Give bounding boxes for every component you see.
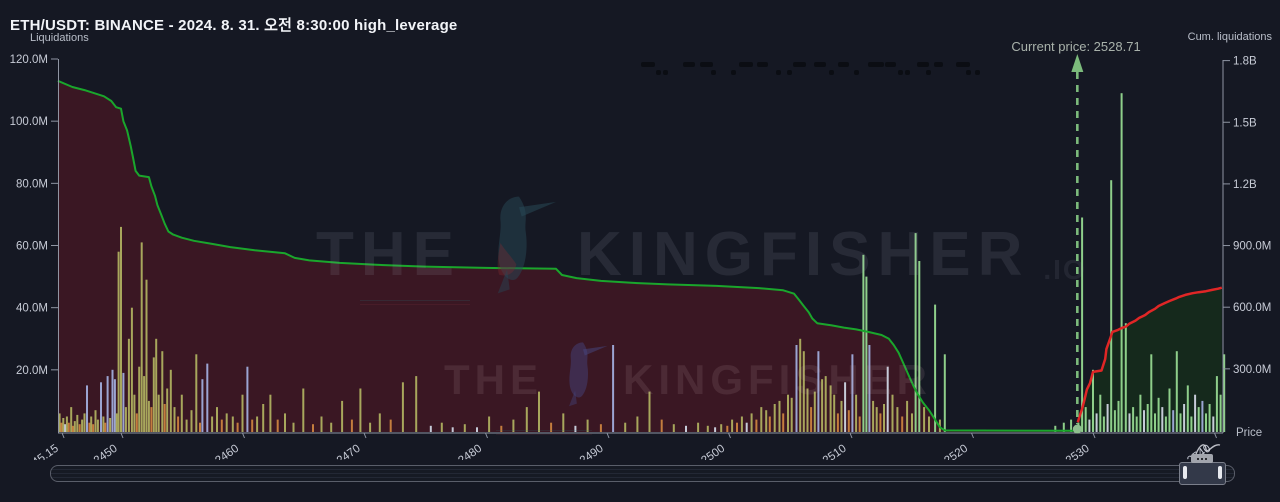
chart-range-scrollbar-track[interactable] xyxy=(50,465,1235,482)
cumulative-short-line xyxy=(1076,286,1223,423)
svg-text:2490: 2490 xyxy=(578,443,606,460)
x-axis-title: Price xyxy=(1236,427,1262,439)
svg-text:2470: 2470 xyxy=(335,443,363,460)
svg-text:2500: 2500 xyxy=(699,443,727,460)
svg-text:2480: 2480 xyxy=(456,443,484,460)
svg-text:40.0M: 40.0M xyxy=(16,303,48,315)
svg-text:1.2B: 1.2B xyxy=(1233,179,1257,191)
chart-range-scrollbar-handle[interactable] xyxy=(1179,462,1226,485)
svg-text:2460: 2460 xyxy=(213,443,241,460)
svg-text:1.8B: 1.8B xyxy=(1233,56,1257,68)
cumulative-long-line xyxy=(57,79,1076,432)
watermark-ripple xyxy=(496,430,592,440)
svg-text:20.0M: 20.0M xyxy=(16,365,48,377)
svg-text:1.5B: 1.5B xyxy=(1233,117,1257,129)
handle-grip-left xyxy=(1183,466,1187,479)
current-price-label: Current price: 2528.71 xyxy=(1011,39,1141,54)
svg-text:2450: 2450 xyxy=(92,443,120,460)
svg-text:900.0M: 900.0M xyxy=(1233,241,1271,253)
svg-text:300.0M: 300.0M xyxy=(1233,364,1271,376)
watermark-ripple xyxy=(360,300,470,310)
svg-text:100.0M: 100.0M xyxy=(10,116,48,128)
liquidation-chart[interactable]: 120.0M 100.0M 80.0M 60.0M 40.0M 20.0M 1.8B 1.5B… xyxy=(0,0,1280,460)
svg-text:2530: 2530 xyxy=(1064,443,1092,460)
liquidation-bars xyxy=(58,93,1226,432)
svg-text:60.0M: 60.0M xyxy=(16,241,48,253)
svg-text:120.0M: 120.0M xyxy=(10,54,48,66)
chart-range-drag-tab[interactable] xyxy=(1191,454,1213,463)
chart-canvas: 120.0M 100.0M 80.0M 60.0M 40.0M 20.0M 1.8B 1.5B… xyxy=(10,54,1271,460)
cursor-scribble xyxy=(1195,444,1221,455)
handle-grip-right xyxy=(1218,466,1222,479)
current-price-arrow xyxy=(1071,54,1084,434)
long-liquidation-area xyxy=(57,80,1076,433)
axes xyxy=(51,58,1230,439)
right-axis-title: Cum. liquidations xyxy=(1187,31,1272,43)
svg-text:80.0M: 80.0M xyxy=(16,178,48,190)
svg-text:2520: 2520 xyxy=(942,443,970,460)
svg-text:2510: 2510 xyxy=(821,443,849,460)
page-title: ETH/USDT: BINANCE - 2024. 8. 31. 오전 8:30… xyxy=(10,17,458,34)
svg-text:600.0M: 600.0M xyxy=(1233,302,1271,314)
left-axis-title: Liquidations xyxy=(30,32,89,44)
short-liquidation-area xyxy=(1077,287,1222,431)
svg-text:2445.15: 2445.15 xyxy=(20,443,61,460)
